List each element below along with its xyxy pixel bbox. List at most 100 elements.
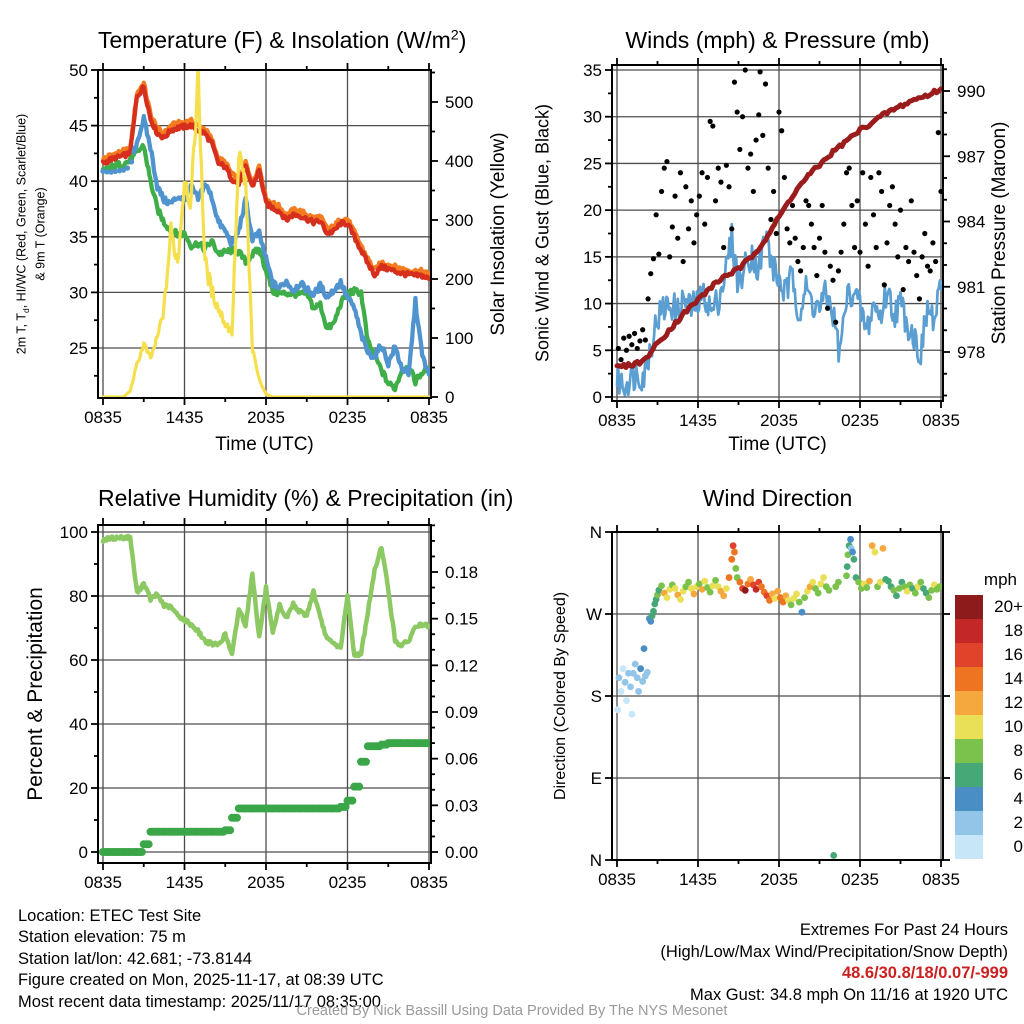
svg-text:300: 300 xyxy=(445,211,473,230)
station-location: Location: ETEC Test Site xyxy=(18,907,202,925)
svg-text:60: 60 xyxy=(69,651,88,670)
winds_pressure-plot: 0835 1435 2035 0235 0835 0 5 10 15 20 25 30 35 978 981… xyxy=(583,58,985,430)
legend-entry-18: 18 xyxy=(955,619,1024,643)
svg-text:0.03: 0.03 xyxy=(445,796,478,815)
legend-label: 18 xyxy=(1004,621,1023,640)
legend-label: 12 xyxy=(1004,693,1023,712)
wind-direction-chart-title: Wind Direction xyxy=(702,485,853,511)
temperature-left-axis-line1: 2m T, Td, HI/WC (Red, Green, Scarlet/Blu… xyxy=(14,113,32,355)
legend-entry-0: 0 xyxy=(955,835,1024,859)
rh_precip-series-relative_humidity xyxy=(100,533,431,659)
winds_pressure-series-sonic_wind_blue xyxy=(615,222,943,397)
legend-swatches: 20+ 18 16 14 12 10 8 6 4 2 0 xyxy=(955,595,1024,859)
temperature_insolation-series-2m_temp_red xyxy=(100,84,431,282)
temperature_insolation-plot: 0835 1435 2035 0235 083525303540455001002003… xyxy=(69,61,473,427)
rh_precip-ticks xyxy=(91,518,438,870)
svg-text:0835: 0835 xyxy=(84,873,122,892)
pressure-right-axis-label: Station Pressure (Maroon) xyxy=(989,121,1010,345)
rh_precip-series-precip_accum xyxy=(99,739,431,856)
svg-text:100: 100 xyxy=(60,523,88,542)
svg-text:0835: 0835 xyxy=(598,411,636,430)
legend-entry-12: 12 xyxy=(955,691,1024,715)
rh_precip-tick-labels: 0835 1435 2035 0235 0835 0 20 40 60 80 100 0.00 0.03… xyxy=(60,523,478,892)
figure-created: Figure created on Mon, 2025-11-17, at 08… xyxy=(18,971,384,990)
direction-left-axis-label: Direction (Colored By Speed) xyxy=(552,591,569,801)
svg-text:200: 200 xyxy=(445,270,473,289)
legend-label: 2 xyxy=(1013,813,1023,832)
svg-text:1435: 1435 xyxy=(679,411,717,430)
svg-text:N: N xyxy=(590,523,602,542)
svg-text:0.09: 0.09 xyxy=(445,703,478,722)
legend-entry-8: 8 xyxy=(955,739,1024,763)
svg-text:35: 35 xyxy=(69,228,88,247)
legend-swatch xyxy=(955,811,983,835)
svg-text:20: 20 xyxy=(583,201,602,220)
legend-swatch xyxy=(955,619,983,643)
svg-text:0.06: 0.06 xyxy=(445,750,478,769)
svg-text:40: 40 xyxy=(69,715,88,734)
svg-text:100: 100 xyxy=(445,329,473,348)
legend-label: 14 xyxy=(1004,669,1023,688)
legend-swatch xyxy=(955,835,983,859)
svg-text:0.18: 0.18 xyxy=(445,563,478,582)
svg-text:2035: 2035 xyxy=(247,408,285,427)
svg-text:400: 400 xyxy=(445,152,473,171)
temperature-chart-title: Temperature (F) & Insolation (W/m2) xyxy=(98,27,466,54)
wind-speed-legend: mph 20+ 18 16 14 12 10 8 6 4 2 0 xyxy=(955,570,1024,859)
wind_direction-points xyxy=(614,535,943,859)
legend-swatch xyxy=(955,643,983,667)
rh_precip-plot: 0835 1435 2035 0235 0835 0 20 40 60 80 100 0.00 0.03… xyxy=(60,518,478,892)
svg-text:0: 0 xyxy=(79,843,88,862)
extremes-title: Extremes For Past 24 Hours xyxy=(799,921,1008,939)
legend-label: 6 xyxy=(1013,765,1023,784)
legend-swatch xyxy=(955,787,983,811)
svg-text:25: 25 xyxy=(583,154,602,173)
legend-swatch xyxy=(955,763,983,787)
svg-text:0235: 0235 xyxy=(329,873,367,892)
temperature_insolation-box xyxy=(97,69,432,399)
legend-label: 16 xyxy=(1004,645,1023,664)
temperature_insolation-series xyxy=(100,70,431,398)
svg-text:0235: 0235 xyxy=(329,408,367,427)
svg-text:2035: 2035 xyxy=(760,870,798,889)
svg-text:0235: 0235 xyxy=(841,870,879,889)
svg-text:30: 30 xyxy=(583,108,602,127)
temperature_insolation-series-hi_wc_blue-dots xyxy=(100,159,135,175)
svg-text:40: 40 xyxy=(69,172,88,191)
svg-text:0835: 0835 xyxy=(922,870,960,889)
svg-text:30: 30 xyxy=(69,283,88,302)
temperature_insolation-ticks xyxy=(91,63,438,405)
svg-text:2035: 2035 xyxy=(760,411,798,430)
temperature-left-axis-label: 2m T, Td, HI/WC (Red, Green, Scarlet/Blu… xyxy=(14,114,49,354)
title-text-end: ) xyxy=(458,27,467,53)
legend-entry-2: 2 xyxy=(955,811,1024,835)
legend-entry-20plus: 20+ xyxy=(955,595,1024,619)
title-text: Temperature (F) & Insolation (W/m xyxy=(98,27,451,53)
temperature-left-axis-line2: & 9m T (Orange) xyxy=(33,187,48,281)
temperature-xaxis-title: Time (UTC) xyxy=(215,434,314,455)
svg-text:984: 984 xyxy=(957,213,985,232)
svg-text:50: 50 xyxy=(69,61,88,80)
title-superscript: 2 xyxy=(450,27,459,44)
extremes-subtitle: (High/Low/Max Wind/Precipitation/Snow De… xyxy=(660,942,1008,961)
max-gust: Max Gust: 34.8 mph On 11/16 at 1920 UTC xyxy=(690,985,1008,1004)
svg-text:0235: 0235 xyxy=(841,411,879,430)
svg-text:0835: 0835 xyxy=(922,411,960,430)
station-elevation: Station elevation: 75 m xyxy=(18,928,186,947)
svg-text:500: 500 xyxy=(445,93,473,112)
legend-label: 4 xyxy=(1013,789,1023,808)
winds_pressure-tick-labels: 0835 1435 2035 0235 0835 0 5 10 15 20 25 30 35 978 981… xyxy=(583,61,985,430)
svg-text:10: 10 xyxy=(583,295,602,314)
legend-label: 10 xyxy=(1004,717,1023,736)
svg-text:0835: 0835 xyxy=(410,408,448,427)
svg-text:1435: 1435 xyxy=(166,408,204,427)
svg-text:0835: 0835 xyxy=(598,870,636,889)
svg-text:35: 35 xyxy=(583,61,602,80)
svg-text:1435: 1435 xyxy=(166,873,204,892)
svg-text:987: 987 xyxy=(957,147,985,166)
legend-entry-10: 10 xyxy=(955,715,1024,739)
legend-swatch xyxy=(955,667,983,691)
legend-label: 0 xyxy=(1013,837,1023,856)
